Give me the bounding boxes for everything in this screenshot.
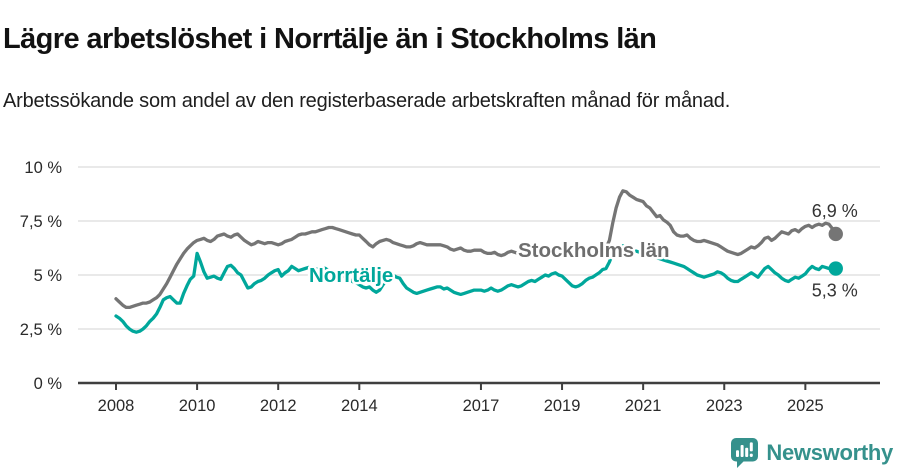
y-tick-label: 2,5 % <box>20 321 63 339</box>
series-end-dot <box>828 261 843 276</box>
x-tick-label: 2014 <box>341 397 378 415</box>
y-tick-label: 0 % <box>34 375 63 393</box>
x-tick-label: 2019 <box>544 397 581 415</box>
series-end-dot <box>828 226 843 242</box>
x-tick-label: 2023 <box>706 397 743 415</box>
page-title: Lägre arbetslöshet i Norrtälje än i Stoc… <box>3 23 657 56</box>
series-label-norrt-lje: Norrtälje <box>309 264 393 287</box>
y-tick-label: 5 % <box>34 267 63 285</box>
y-tick-label: 10 % <box>24 159 62 177</box>
series-end-value-label: 6,9 % <box>812 201 858 221</box>
newsworthy-bubble-icon <box>731 438 759 468</box>
x-tick-label: 2025 <box>787 397 824 415</box>
series-line-norrt-lje <box>114 244 838 334</box>
series-label-stockholms-l-n: Stockholms län <box>518 239 670 262</box>
y-tick-label: 7,5 % <box>20 213 63 231</box>
newsworthy-logo: Newsworthy <box>730 437 893 469</box>
x-tick-label: 2021 <box>625 397 662 415</box>
page-subtitle: Arbetssökande som andel av den registerb… <box>3 90 731 112</box>
x-tick-label: 2010 <box>179 397 216 415</box>
x-tick-label: 2008 <box>98 397 135 415</box>
newsworthy-wordmark: Newsworthy <box>766 440 893 465</box>
x-tick-label: 2017 <box>463 397 500 415</box>
series-line-stockholms-l-n <box>114 189 838 310</box>
x-tick-label: 2012 <box>260 397 297 415</box>
series-end-value-label: 5,3 % <box>812 281 858 301</box>
